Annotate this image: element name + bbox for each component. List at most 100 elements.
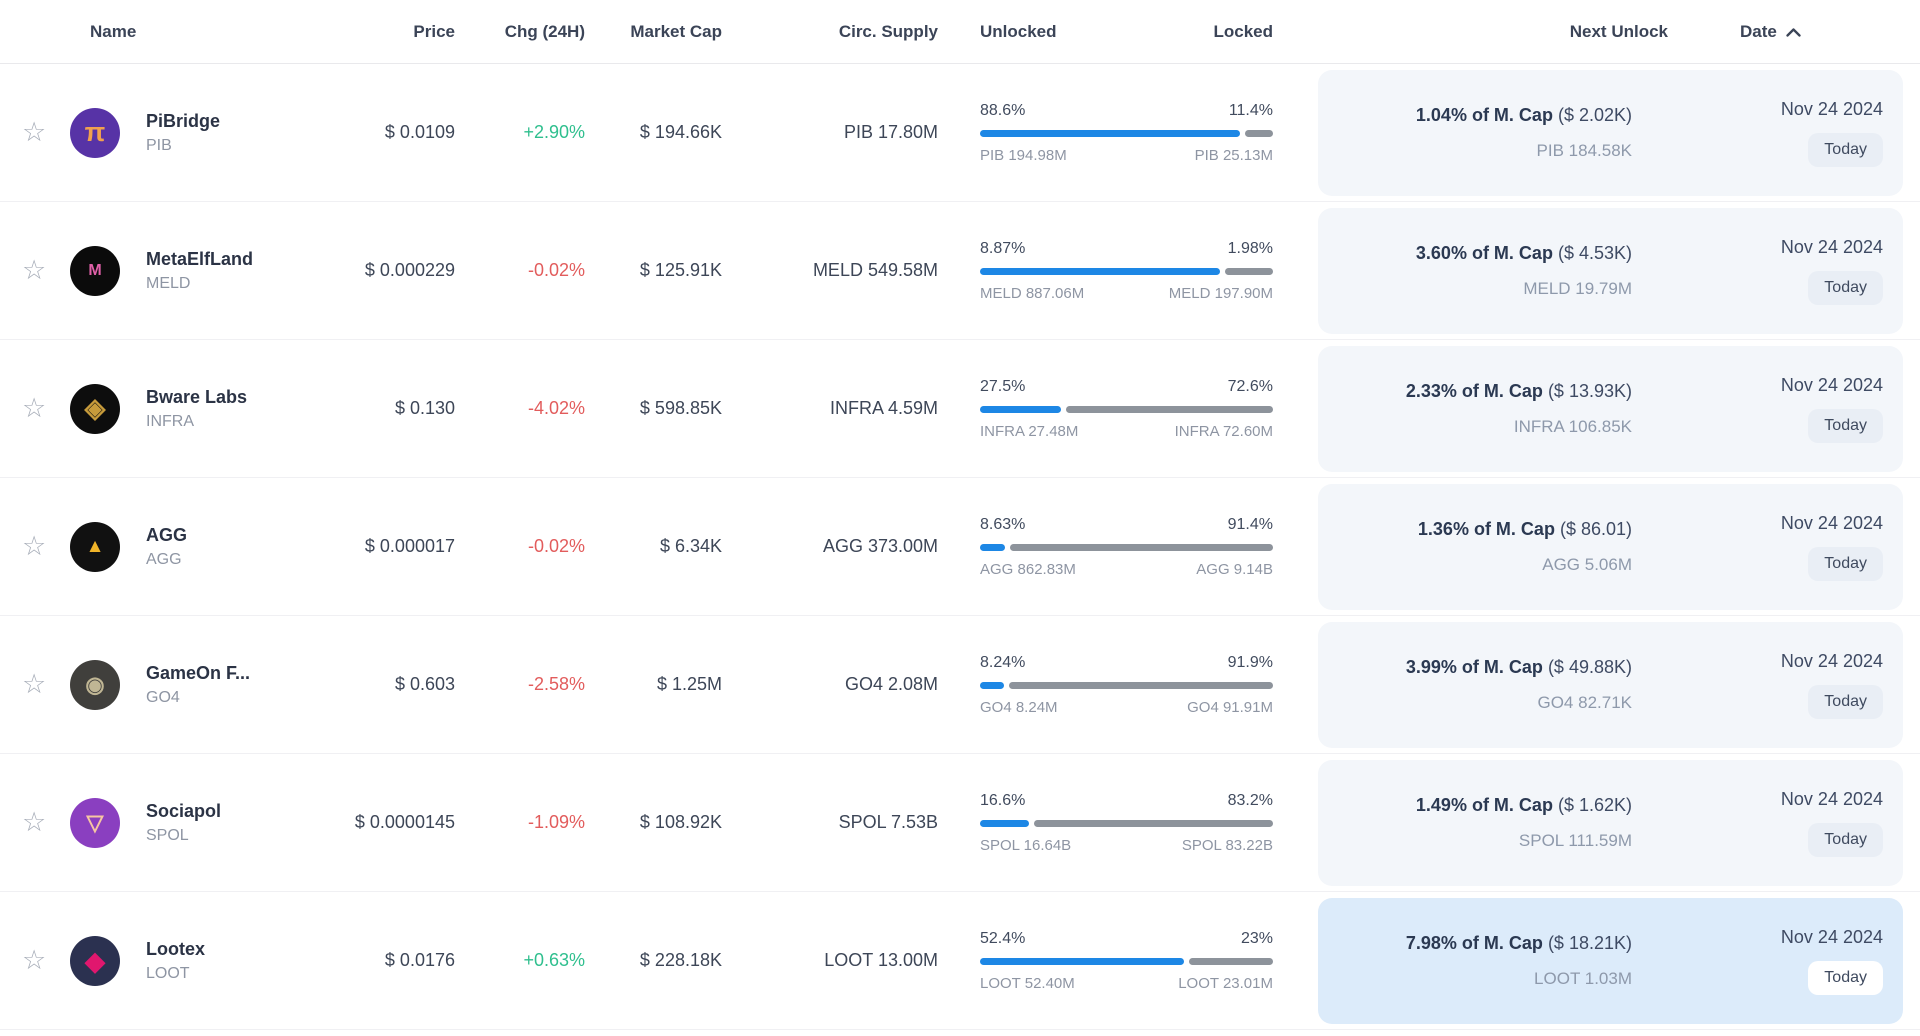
- unlock-date: Nov 24 2024: [1780, 98, 1883, 119]
- header-date-label: Date: [1740, 21, 1777, 41]
- header-circ-supply[interactable]: Circ. Supply: [838, 21, 938, 41]
- favorite-star-icon[interactable]: ☆: [22, 117, 47, 147]
- coin-ticker: GO4: [146, 688, 180, 706]
- header-date[interactable]: Date: [1668, 22, 1903, 42]
- header-name[interactable]: Name: [70, 22, 320, 42]
- market-cap-value: $ 1.25M: [656, 674, 722, 694]
- coin-ticker: SPOL: [146, 826, 189, 844]
- header-locked[interactable]: Locked: [1213, 21, 1273, 41]
- header-unlock-columns: Unlocked Locked: [938, 22, 1273, 42]
- unlocked-amount: AGG 862.83M: [980, 560, 1076, 578]
- change-24h-value: -0.02%: [527, 260, 585, 280]
- circ-supply-value: AGG 373.00M: [822, 536, 938, 556]
- favorite-star-icon[interactable]: ☆: [22, 945, 47, 975]
- header-unlocked[interactable]: Unlocked: [980, 21, 1057, 41]
- price-value: $ 0.130: [394, 398, 455, 418]
- price-value: $ 0.0176: [384, 950, 455, 970]
- coin-name[interactable]: PiBridge: [146, 110, 221, 131]
- today-badge: Today: [1808, 132, 1883, 167]
- price-value: $ 0.0000145: [354, 812, 455, 832]
- table-row[interactable]: ☆ M MetaElfLand MELD $ 0.000229 -0.02% $…: [0, 202, 1920, 340]
- next-unlock-panel[interactable]: 7.98% of M. Cap ($ 18.21K) LOOT 1.03M No…: [1318, 897, 1903, 1024]
- unlock-date: Nov 24 2024: [1780, 788, 1883, 809]
- next-unlock-panel[interactable]: 1.04% of M. Cap ($ 2.02K) PIB 184.58K No…: [1318, 69, 1903, 196]
- next-unlock-panel[interactable]: 3.60% of M. Cap ($ 4.53K) MELD 19.79M No…: [1318, 207, 1903, 334]
- table-row[interactable]: ☆ ▲ AGG AGG $ 0.000017 -0.02% $ 6.34K AG…: [0, 478, 1920, 616]
- coin-ticker: MELD: [146, 274, 191, 292]
- table-row[interactable]: ☆ π PiBridge PIB $ 0.0109 +2.90% $ 194.6…: [0, 64, 1920, 202]
- favorite-star-icon[interactable]: ☆: [22, 255, 47, 285]
- next-unlock-panel[interactable]: 1.49% of M. Cap ($ 1.62K) SPOL 111.59M N…: [1318, 759, 1903, 886]
- next-unlock-token-amount: LOOT 1.03M: [1534, 968, 1632, 988]
- header-next-unlock[interactable]: Next Unlock: [1569, 21, 1668, 41]
- change-24h-value: -4.02%: [527, 398, 585, 418]
- favorite-star-icon[interactable]: ☆: [22, 669, 47, 699]
- locked-percent: 72.6%: [1227, 377, 1273, 395]
- table-header: Name Price Chg (24H) Market Cap Circ. Su…: [0, 0, 1920, 64]
- coin-name[interactable]: AGG: [146, 524, 188, 545]
- unlock-bar-locked-segment: [1065, 405, 1273, 413]
- unlocked-percent: 16.6%: [980, 791, 1026, 809]
- unlock-progress: 52.4% 23% LOOT 52.40M LOOT 23.01M: [938, 930, 1273, 992]
- unlock-date: Nov 24 2024: [1780, 236, 1883, 257]
- table-row[interactable]: ☆ ◆ Lootex LOOT $ 0.0176 +0.63% $ 228.18…: [0, 892, 1920, 1030]
- unlock-bar-locked-segment: [1188, 957, 1273, 965]
- price-value: $ 0.000017: [364, 536, 455, 556]
- next-unlock-mcap-percent: 1.49% of M. Cap: [1415, 794, 1553, 815]
- coin-icon: ◉: [70, 659, 120, 710]
- next-unlock-panel[interactable]: 1.36% of M. Cap ($ 86.01) AGG 5.06M Nov …: [1318, 483, 1903, 610]
- next-unlock-usd-value: ($ 1.62K): [1557, 794, 1632, 815]
- locked-amount: INFRA 72.60M: [1174, 422, 1273, 440]
- unlock-bar-unlocked-segment: [980, 129, 1240, 137]
- next-unlock-mcap-percent: 3.60% of M. Cap: [1415, 242, 1553, 263]
- locked-percent: 83.2%: [1227, 791, 1273, 809]
- table-row[interactable]: ☆ ▽ Sociapol SPOL $ 0.0000145 -1.09% $ 1…: [0, 754, 1920, 892]
- next-unlock-usd-value: ($ 18.21K): [1547, 932, 1632, 953]
- header-change-24h[interactable]: Chg (24H): [504, 21, 585, 41]
- coin-icon: ◈: [70, 383, 120, 434]
- circ-supply-value: MELD 549.58M: [812, 260, 938, 280]
- coin-name[interactable]: GameOn F...: [146, 662, 251, 683]
- circ-supply-value: PIB 17.80M: [843, 122, 938, 142]
- next-unlock-mcap-percent: 3.99% of M. Cap: [1405, 656, 1543, 677]
- locked-amount: PIB 25.13M: [1194, 146, 1273, 164]
- unlock-date: Nov 24 2024: [1780, 512, 1883, 533]
- coin-name[interactable]: Bware Labs: [146, 386, 248, 407]
- next-unlock-usd-value: ($ 4.53K): [1557, 242, 1632, 263]
- coin-name[interactable]: Sociapol: [146, 800, 222, 821]
- price-value: $ 0.000229: [364, 260, 455, 280]
- favorite-star-icon[interactable]: ☆: [22, 807, 47, 837]
- favorite-star-icon[interactable]: ☆: [22, 393, 47, 423]
- unlock-bar-locked-segment: [1244, 129, 1273, 137]
- unlock-progress-bar: [980, 405, 1273, 413]
- unlock-date: Nov 24 2024: [1780, 926, 1883, 947]
- locked-amount: LOOT 23.01M: [1178, 974, 1273, 992]
- token-table-body: ☆ π PiBridge PIB $ 0.0109 +2.90% $ 194.6…: [0, 64, 1920, 1030]
- table-row[interactable]: ☆ ◉ GameOn F... GO4 $ 0.603 -2.58% $ 1.2…: [0, 616, 1920, 754]
- circ-supply-value: LOOT 13.00M: [824, 950, 938, 970]
- next-unlock-token-amount: INFRA 106.85K: [1513, 416, 1632, 436]
- coin-icon: M: [70, 245, 120, 296]
- next-unlock-panel[interactable]: 3.99% of M. Cap ($ 49.88K) GO4 82.71K No…: [1318, 621, 1903, 748]
- header-market-cap[interactable]: Market Cap: [630, 21, 722, 41]
- header-price[interactable]: Price: [413, 21, 455, 41]
- table-row[interactable]: ☆ ◈ Bware Labs INFRA $ 0.130 -4.02% $ 59…: [0, 340, 1920, 478]
- next-unlock-token-amount: GO4 82.71K: [1537, 692, 1632, 712]
- favorite-star-icon[interactable]: ☆: [22, 531, 47, 561]
- unlocked-percent: 88.6%: [980, 101, 1026, 119]
- coin-ticker: LOOT: [146, 964, 190, 982]
- locked-percent: 91.9%: [1227, 653, 1273, 671]
- unlocked-amount: MELD 887.06M: [980, 284, 1085, 302]
- today-badge: Today: [1808, 408, 1883, 443]
- next-unlock-panel[interactable]: 2.33% of M. Cap ($ 13.93K) INFRA 106.85K…: [1318, 345, 1903, 472]
- locked-percent: 91.4%: [1227, 515, 1273, 533]
- next-unlock-token-amount: AGG 5.06M: [1542, 554, 1632, 574]
- coin-name[interactable]: MetaElfLand: [146, 248, 254, 269]
- market-cap-value: $ 125.91K: [639, 260, 722, 280]
- price-value: $ 0.603: [394, 674, 455, 694]
- coin-name[interactable]: Lootex: [146, 938, 206, 959]
- next-unlock-usd-value: ($ 86.01): [1559, 518, 1632, 539]
- locked-percent: 1.98%: [1227, 239, 1273, 257]
- unlock-progress-bar: [980, 681, 1273, 689]
- change-24h-value: +2.90%: [523, 122, 585, 142]
